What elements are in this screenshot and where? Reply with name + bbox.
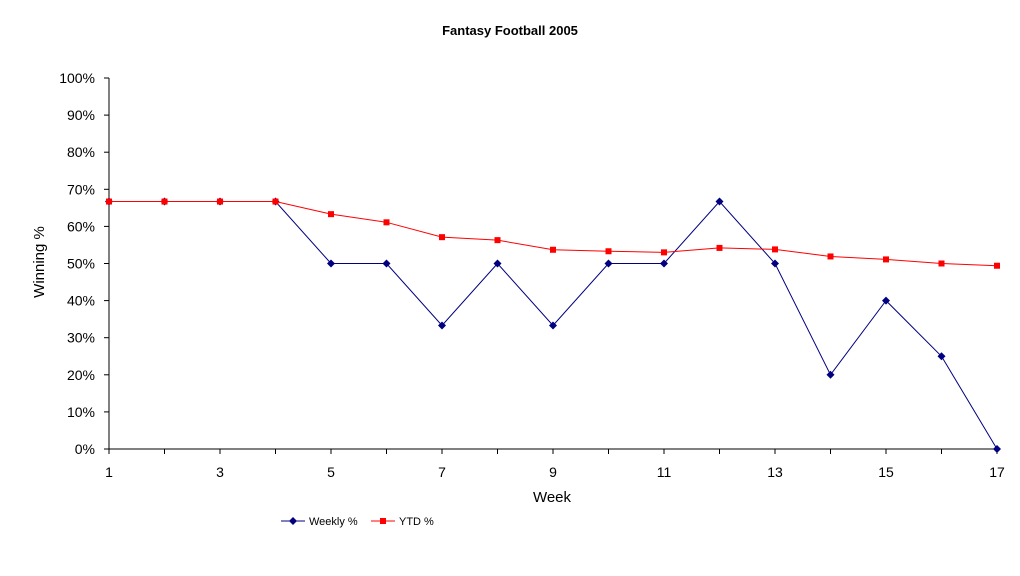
y-tick-label: 40% <box>67 293 95 309</box>
series-weekly <box>105 197 1001 453</box>
y-tick-label: 20% <box>67 367 95 383</box>
y-tick-label: 10% <box>67 404 95 420</box>
data-point-ytd <box>383 219 390 226</box>
legend-item-ytd: YTD % <box>371 516 434 528</box>
data-point-weekly <box>993 445 1001 453</box>
x-tick-label: 5 <box>327 464 335 480</box>
x-tick-label: 1 <box>105 464 113 480</box>
x-axis-ticks: 1 3 5 7 9 11 13 15 17 <box>105 449 1005 480</box>
legend-label-ytd: YTD % <box>399 516 434 528</box>
legend-marker-ytd <box>380 518 386 524</box>
data-point-ytd <box>494 237 501 244</box>
x-tick-label: 9 <box>549 464 557 480</box>
data-point-ytd <box>217 198 223 205</box>
data-point-weekly <box>438 321 446 330</box>
y-tick-label: 0% <box>75 441 95 457</box>
y-tick-label: 80% <box>67 144 95 160</box>
data-point-ytd <box>772 246 778 253</box>
data-point-ytd <box>938 260 945 267</box>
chart-title: Fantasy Football 2005 <box>442 23 578 38</box>
legend-marker-weekly <box>289 517 297 525</box>
x-tick-label: 3 <box>216 464 224 480</box>
data-point-ytd <box>106 198 112 205</box>
series-layer <box>105 197 1001 453</box>
data-point-weekly <box>715 197 724 206</box>
y-tick-label: 90% <box>67 107 95 123</box>
data-point-weekly <box>771 259 779 268</box>
data-point-ytd <box>161 198 168 205</box>
y-axis-ticks: 0% 10% 20% 30% 40% 50% 60% 70% 80% 90% 100% <box>59 70 109 457</box>
data-point-weekly <box>882 296 890 305</box>
series-ytd <box>106 198 1000 269</box>
data-point-ytd <box>827 253 834 260</box>
x-tick-label: 11 <box>657 464 672 480</box>
x-tick-label: 17 <box>989 464 1005 480</box>
y-axis-title: Winning % <box>31 226 48 298</box>
y-tick-label: 100% <box>59 70 95 86</box>
y-tick-label: 50% <box>67 256 95 272</box>
data-point-ytd <box>550 246 556 253</box>
legend-item-weekly: Weekly % <box>281 516 358 528</box>
data-point-weekly <box>327 259 335 268</box>
data-point-weekly <box>660 259 668 268</box>
series-line-ytd <box>109 201 998 267</box>
legend: Weekly % YTD % <box>281 516 434 528</box>
data-point-ytd <box>994 262 1000 269</box>
data-point-weekly <box>604 259 613 268</box>
y-tick-label: 30% <box>67 330 95 346</box>
data-point-ytd <box>605 248 612 255</box>
legend-label-weekly: Weekly % <box>309 516 358 528</box>
x-tick-label: 15 <box>878 464 894 480</box>
data-point-weekly <box>493 259 502 268</box>
data-point-ytd <box>661 249 667 256</box>
data-point-weekly <box>382 259 391 268</box>
y-tick-label: 70% <box>67 181 95 197</box>
data-point-weekly <box>826 370 835 379</box>
x-tick-label: 13 <box>767 464 783 480</box>
y-tick-label: 60% <box>67 218 95 234</box>
data-point-weekly <box>549 321 557 330</box>
data-point-ytd <box>272 198 279 205</box>
data-point-ytd <box>716 244 723 251</box>
data-point-ytd <box>328 211 334 218</box>
data-point-ytd <box>883 256 889 263</box>
x-axis-title: Week <box>533 489 572 506</box>
data-point-ytd <box>439 234 445 241</box>
x-tick-label: 7 <box>438 464 446 480</box>
data-point-weekly <box>937 352 946 361</box>
